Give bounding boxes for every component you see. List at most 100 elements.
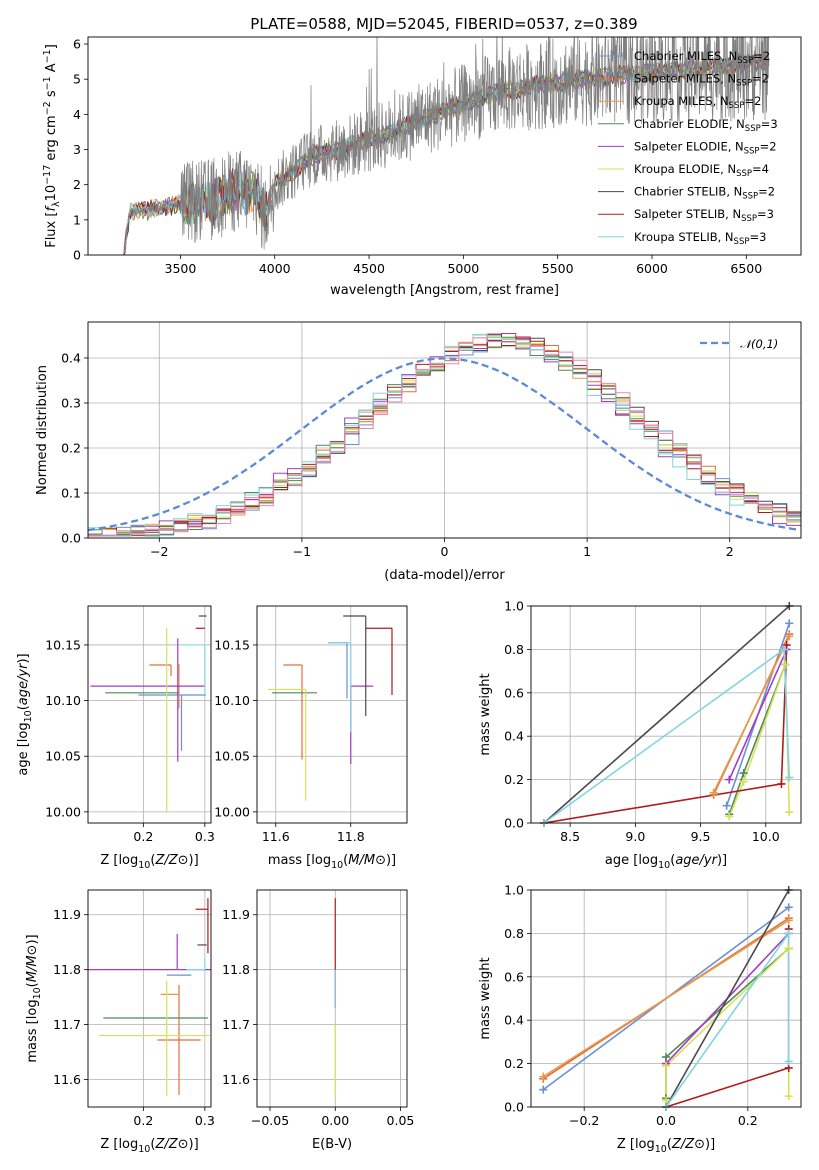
y-tick-label: 0.1 xyxy=(61,486,81,501)
label-part: ) xyxy=(717,853,722,868)
plot-area xyxy=(88,898,211,1097)
y-tick-label: 10.10 xyxy=(214,693,250,708)
x-tick-label: 11.8 xyxy=(337,829,365,844)
x-tick-label: −1 xyxy=(293,544,311,559)
legend-label: Kroupa MILES, NSSP=2 xyxy=(634,94,761,111)
label-part: 10 xyxy=(44,185,59,202)
x-tick-label: 8.5 xyxy=(560,829,580,844)
y-tick-label: 0.8 xyxy=(504,642,524,657)
weight-series-line xyxy=(712,636,791,793)
label-part: 10 xyxy=(658,860,670,871)
y-tick-label: 6 xyxy=(73,37,81,52)
y-tick-label: 0.6 xyxy=(504,969,524,984)
axes-frame xyxy=(87,36,802,256)
label-part: log xyxy=(638,853,658,868)
legend-label: Salpeter ELODIE, NSSP=2 xyxy=(634,139,777,156)
x-tick-label: −2 xyxy=(150,544,168,559)
weight-marker xyxy=(784,903,793,912)
axes-frame xyxy=(256,605,408,824)
weight-series-line xyxy=(728,649,788,780)
weight-marker xyxy=(785,808,794,817)
weight-marker xyxy=(539,1072,548,1081)
x-axis-label: E(B-V) xyxy=(312,1137,352,1152)
label-part: 10 xyxy=(331,860,343,871)
weight-marker xyxy=(784,1092,793,1101)
label-part: mass weight xyxy=(478,957,493,1039)
label-part: M/M⊙ xyxy=(348,853,386,868)
y-axis-label: Flux [fλ10−17 erg cm−2 s−1 A−1] xyxy=(42,44,62,248)
y-tick-label: 11.6 xyxy=(222,1072,250,1087)
label-part: ) xyxy=(705,1137,710,1152)
y-tick-label: 0 xyxy=(73,248,81,263)
weight-marker xyxy=(784,916,793,925)
label-part: age/yr xyxy=(675,853,718,868)
y-tick-label: 10.05 xyxy=(214,749,250,764)
legend-label-main: Salpeter MILES, N xyxy=(634,72,736,86)
y-tick-label: 0.2 xyxy=(61,441,81,456)
panel-age_vs_mass: 11.6 11.8 10.00 10.05 10.10 10.15 mass [log10(… xyxy=(214,605,408,871)
label-part: ] xyxy=(194,1137,199,1152)
weight-marker xyxy=(785,619,794,628)
x-axis-label: Z [log10(Z/Z⊙)] xyxy=(100,853,198,871)
axes-frame xyxy=(87,889,212,1108)
legend-label-sub: SSP xyxy=(736,79,752,89)
label-part: log xyxy=(16,722,31,742)
x-axis-label: Z [log10(Z/Z⊙)] xyxy=(100,1137,198,1155)
label-part: mass [ xyxy=(25,1019,40,1062)
legend-label-sub: SSP xyxy=(736,169,752,179)
x-tick-label: 3500 xyxy=(165,261,197,276)
label-part: −1 xyxy=(42,49,53,63)
y-axis-label: Normed distribution xyxy=(35,365,50,495)
x-tick-label: 1 xyxy=(583,544,591,559)
legend-label-sub: SSP xyxy=(737,56,753,66)
axes-frame xyxy=(530,605,802,824)
weight-marker xyxy=(709,788,718,797)
label-part: log xyxy=(118,1137,138,1152)
label-part: ] xyxy=(16,653,31,658)
label-part: 10 xyxy=(23,710,34,722)
label-part: ] xyxy=(391,853,396,868)
weight-marker xyxy=(784,929,793,938)
label-part: ( xyxy=(667,1137,672,1152)
plot-area xyxy=(543,606,791,823)
y-tick-label: 0.6 xyxy=(504,685,524,700)
label-part: ( xyxy=(670,853,675,868)
panel-mass_vs_ebv: −0.05 0.00 0.05 11.6 11.7 11.8 11.9 E(B-V) xyxy=(222,889,414,1152)
legend-label: Salpeter MILES, NSSP=2 xyxy=(634,72,769,89)
legend-label-main: Chabrier STELIB, N xyxy=(634,185,742,199)
legend-label-sub: SSP xyxy=(729,101,745,111)
label-part: log xyxy=(25,999,40,1019)
y-tick-label: 1.0 xyxy=(504,599,524,614)
label-part: ( xyxy=(16,705,31,710)
weight-marker xyxy=(722,801,731,810)
y-tick-label: 0.0 xyxy=(61,531,81,546)
weight-series-line xyxy=(665,946,790,1101)
legend-label: Chabrier ELODIE, NSSP=3 xyxy=(634,117,778,134)
legend-label-tail: =2 xyxy=(752,72,769,86)
x-tick-label: 9.5 xyxy=(691,829,711,844)
y-tick-label: 11.8 xyxy=(222,962,250,977)
panel-weight_vs_Z: −0.2 0.0 0.2 0.0 0.2 0.4 0.6 0.8 1.0 Z [log10(Z/Z… xyxy=(478,883,802,1155)
label-part: log xyxy=(635,1137,655,1152)
axes-frame xyxy=(530,889,802,1108)
x-tick-label: 9.0 xyxy=(625,829,645,844)
y-tick-label: 10.00 xyxy=(45,804,81,819)
y-tick-label: 0.8 xyxy=(504,926,524,941)
weight-marker xyxy=(662,1061,670,1070)
y-tick-label: 11.9 xyxy=(53,907,81,922)
label-part: 10 xyxy=(32,987,43,999)
figure-title: PLATE=0588, MJD=52045, FIBERID=0537, z=0… xyxy=(250,15,637,33)
x-axis-label: Z [log10(Z/Z⊙)] xyxy=(617,1137,715,1155)
label-part: A xyxy=(44,63,59,76)
gaussian-curve xyxy=(88,357,799,532)
x-axis-label: wavelength [Angstrom, rest frame] xyxy=(330,283,559,298)
y-tick-label: 11.7 xyxy=(222,1017,250,1032)
label-part: Z/Z⊙ xyxy=(154,853,188,868)
y-tick-label: 0.2 xyxy=(504,772,524,787)
legend-label: Kroupa STELIB, NSSP=3 xyxy=(634,230,766,247)
axes-frame xyxy=(256,889,408,1108)
plot-area xyxy=(90,615,207,812)
label-part: −2 xyxy=(42,101,53,115)
